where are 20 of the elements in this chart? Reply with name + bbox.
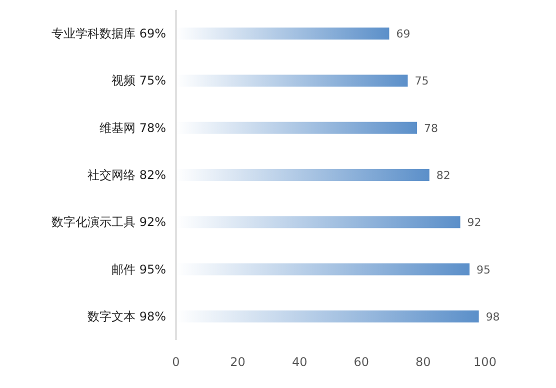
data-label: 82 bbox=[436, 169, 450, 182]
y-tick-label: 社交网络 82% bbox=[88, 168, 166, 182]
data-label: 69 bbox=[396, 28, 410, 41]
y-tick-label: 维基网 78% bbox=[100, 120, 166, 135]
y-tick-label: 专业学科数据库 69% bbox=[52, 26, 166, 41]
y-tick-label: 数字化演示工具 92% bbox=[52, 215, 166, 230]
data-label: 92 bbox=[467, 216, 482, 230]
data-label: 75 bbox=[414, 74, 429, 88]
data-label: 98 bbox=[486, 310, 500, 324]
y-tick-label: 邮件 95% bbox=[112, 262, 166, 276]
x-tick-label: 0 bbox=[172, 355, 180, 369]
x-tick-label: 80 bbox=[416, 355, 431, 369]
y-tick-label: 视频 75% bbox=[112, 74, 166, 88]
y-tick-label: 数字文本 98% bbox=[88, 309, 166, 324]
data-label: 78 bbox=[424, 122, 438, 135]
data-label: 95 bbox=[476, 263, 491, 276]
x-tick-label: 60 bbox=[354, 355, 370, 369]
x-tick-label: 20 bbox=[230, 355, 246, 369]
x-tick-label: 40 bbox=[292, 355, 308, 369]
x-tick-label: 100 bbox=[474, 355, 496, 369]
